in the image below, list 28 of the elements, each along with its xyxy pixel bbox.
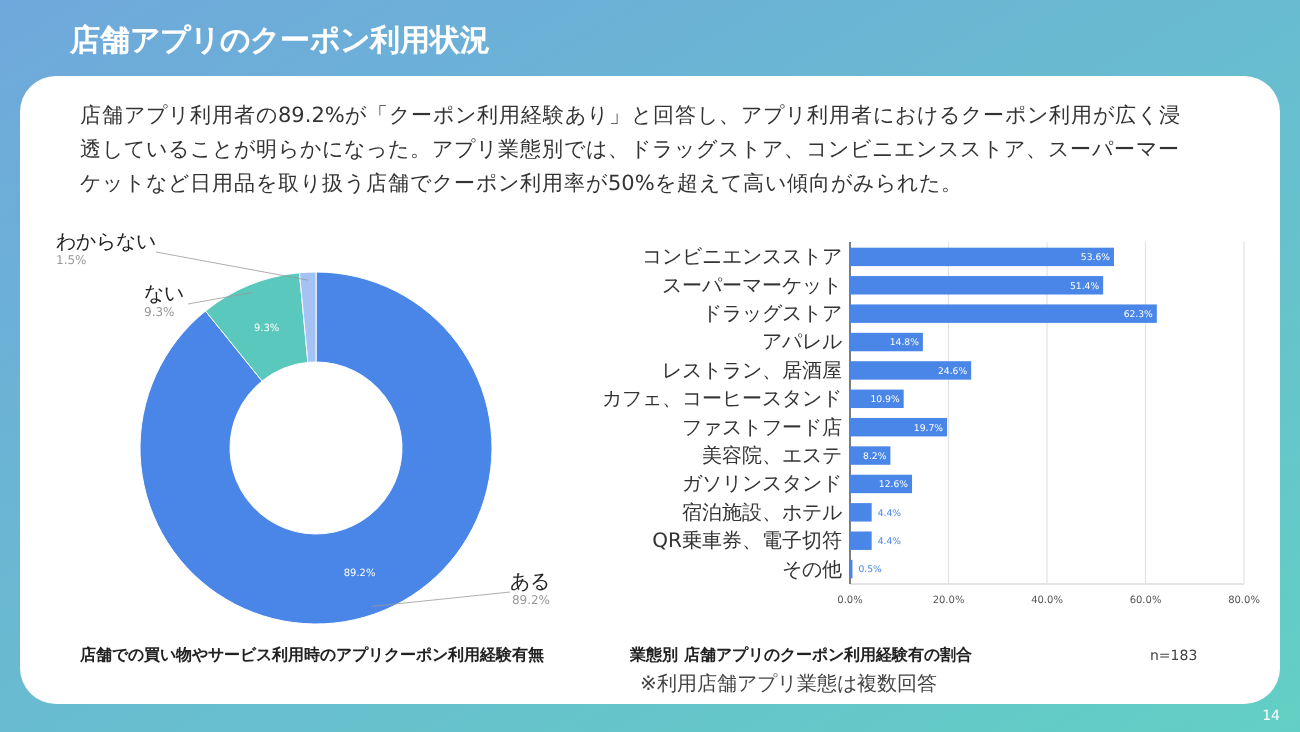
y-tick-label: 宿泊施設、ホテル [682, 500, 842, 525]
y-tick-label: コンビニエンスストア [642, 247, 842, 270]
slice-label: ない [144, 284, 184, 306]
slice-label: わからない [56, 232, 156, 254]
y-tick-label: アパレル [762, 332, 842, 355]
y-tick-label: 美容院、エステ [702, 443, 842, 468]
slice-label: ある [510, 572, 550, 594]
text: 業態別 店舗アプリのクーポン利用経験有の割合 [628, 644, 974, 664]
bar [850, 361, 972, 380]
donut-slice [139, 271, 493, 625]
y-tick-label: QR乗車券、電子切符 [652, 529, 842, 554]
bar [850, 531, 872, 550]
y-tick-label: カフェ、コーヒースタンド [602, 389, 842, 412]
y-tick-label: ファストフード店 [682, 415, 842, 440]
y-tick-label: レストラン、居酒屋 [662, 358, 842, 383]
text: 店舗アプリ利用者の89.2%が「クーポン利用経験あり」と回答し、アプリ利用者におけるクーポン利用が広く浸透していることが明らかになった。アプリ業態別では、ドラッグストア、コンビニエンスストア、スーパーマーケットなど日用品を取り扱う店舗でクーポン利用率が50%を超えて高い傾向がみられた。 [80, 102, 1183, 200]
text: ※利用店舗アプリ業態は複数回答 [640, 672, 937, 696]
bar [850, 247, 1114, 267]
y-tick-label: ドラッグストア [702, 304, 842, 327]
text: 店舗アプリのクーポン利用状況 [68, 22, 490, 58]
y-tick-label: スーパーマーケット [662, 275, 842, 298]
y-tick-label: その他 [782, 557, 842, 582]
bar [850, 503, 872, 522]
text: 店舗での買い物やサービス利用時のアプリクーポン利用経験有無 [78, 644, 544, 664]
y-tick-label: ガソリンスタンド [682, 474, 842, 497]
bar [850, 304, 1157, 323]
bar [850, 417, 948, 437]
bar [850, 276, 1104, 295]
